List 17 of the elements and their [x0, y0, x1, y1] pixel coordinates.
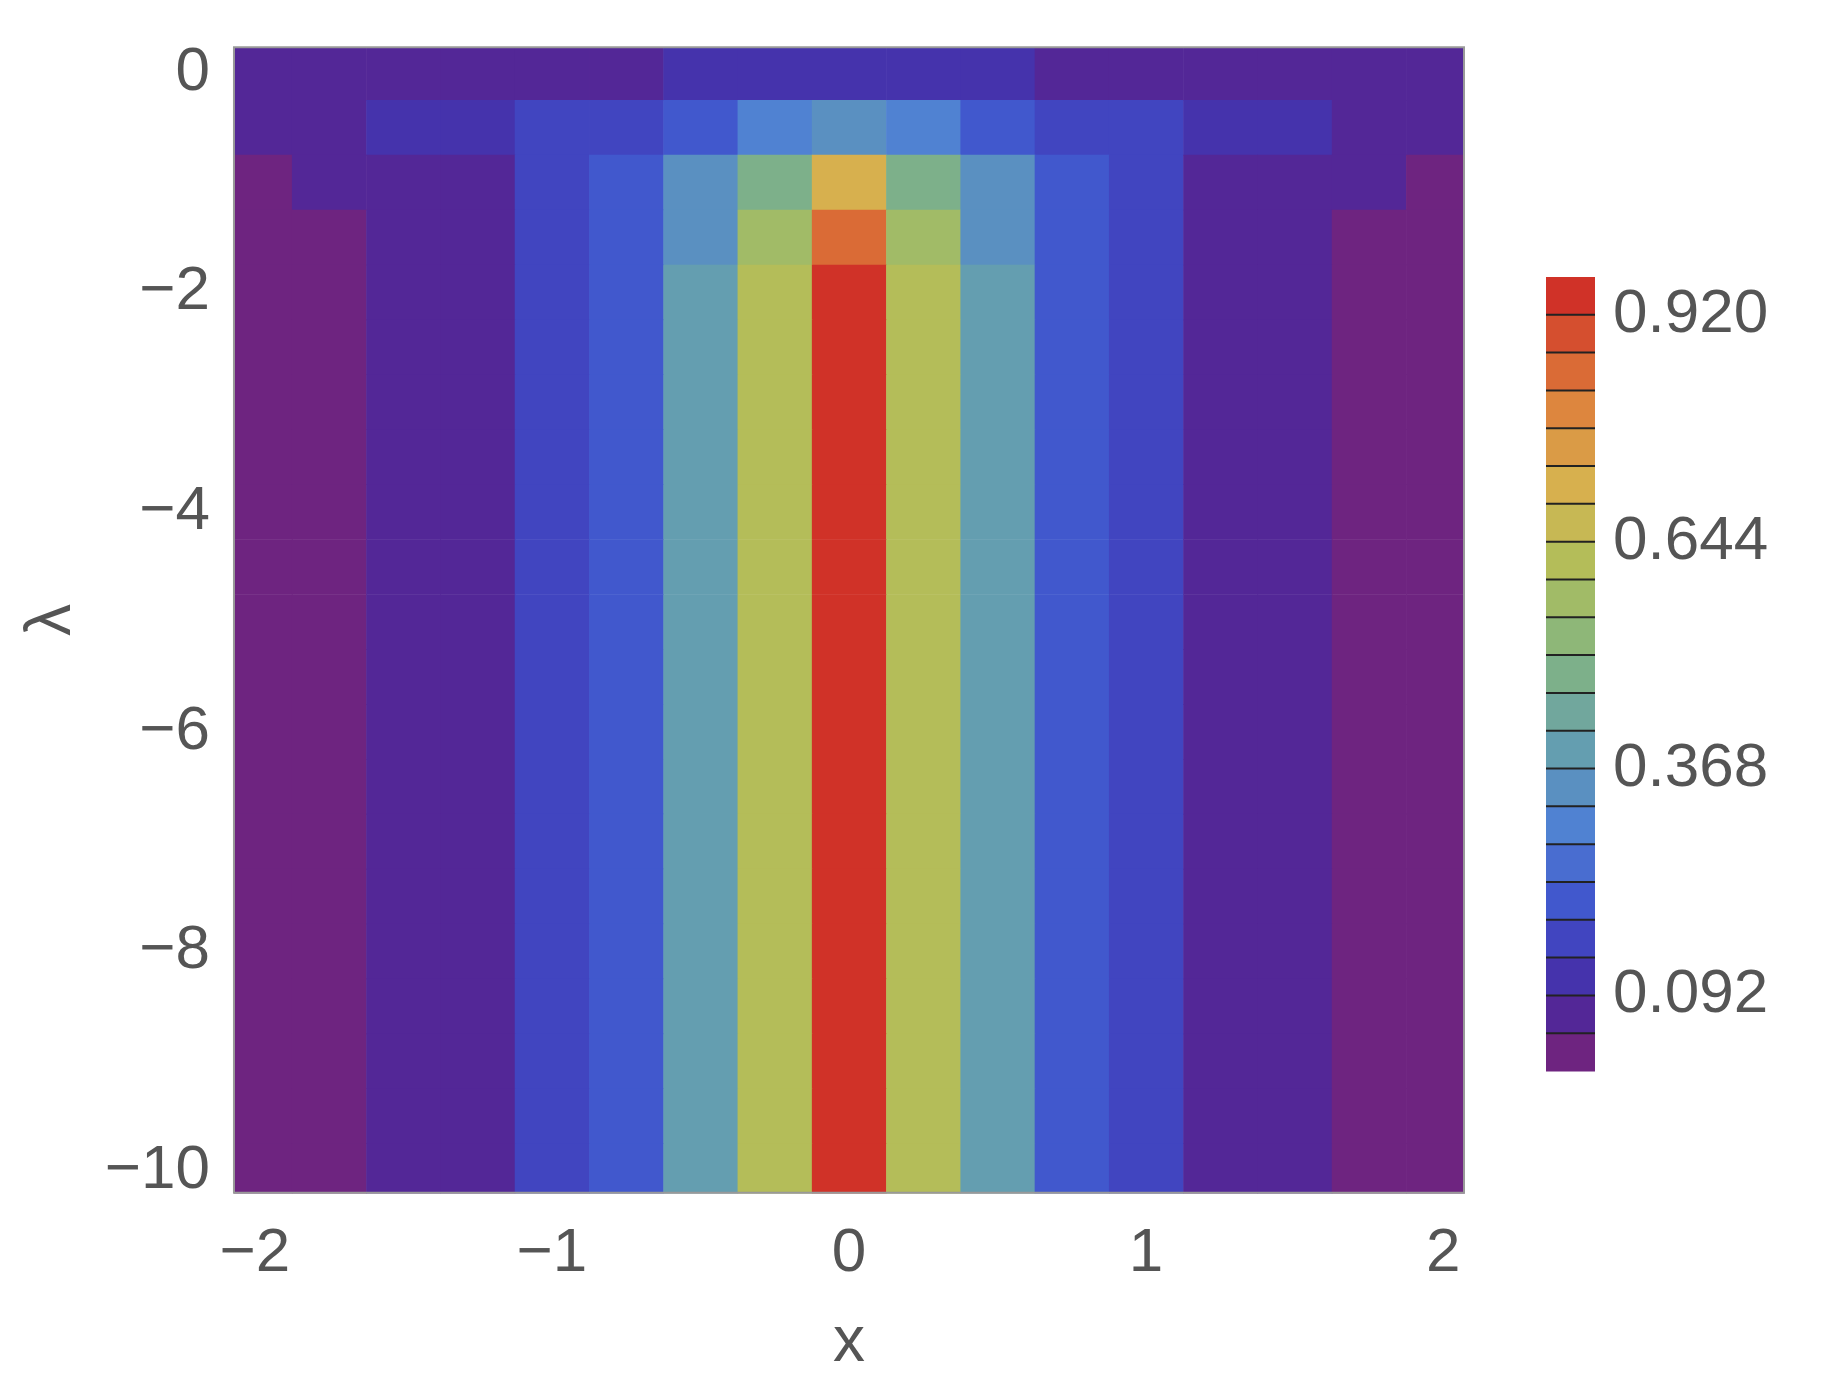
color-bar-label: 0.644 — [1613, 502, 1769, 572]
y-tick-label: −4 — [139, 472, 210, 542]
y-tick-label: −2 — [139, 253, 210, 323]
y-tick-label: −6 — [139, 692, 210, 762]
y-tick-label: −10 — [104, 1131, 210, 1201]
y-axis-title: λ — [12, 604, 85, 636]
x-tick-label: −1 — [516, 1215, 588, 1285]
x-tick-label: 0 — [831, 1215, 867, 1285]
color-bar-label: 0.092 — [1613, 956, 1769, 1026]
color-bar-label: 0.368 — [1613, 729, 1769, 799]
y-tick-label: 0 — [175, 33, 210, 103]
y-tick-label: −8 — [139, 912, 210, 982]
x-tick-label: −2 — [219, 1215, 291, 1285]
x-tick-label: 2 — [1425, 1215, 1461, 1285]
x-tick-label: 1 — [1128, 1215, 1164, 1285]
color-bar-label: 0.920 — [1613, 275, 1769, 345]
x-axis-title: x — [832, 1303, 865, 1376]
